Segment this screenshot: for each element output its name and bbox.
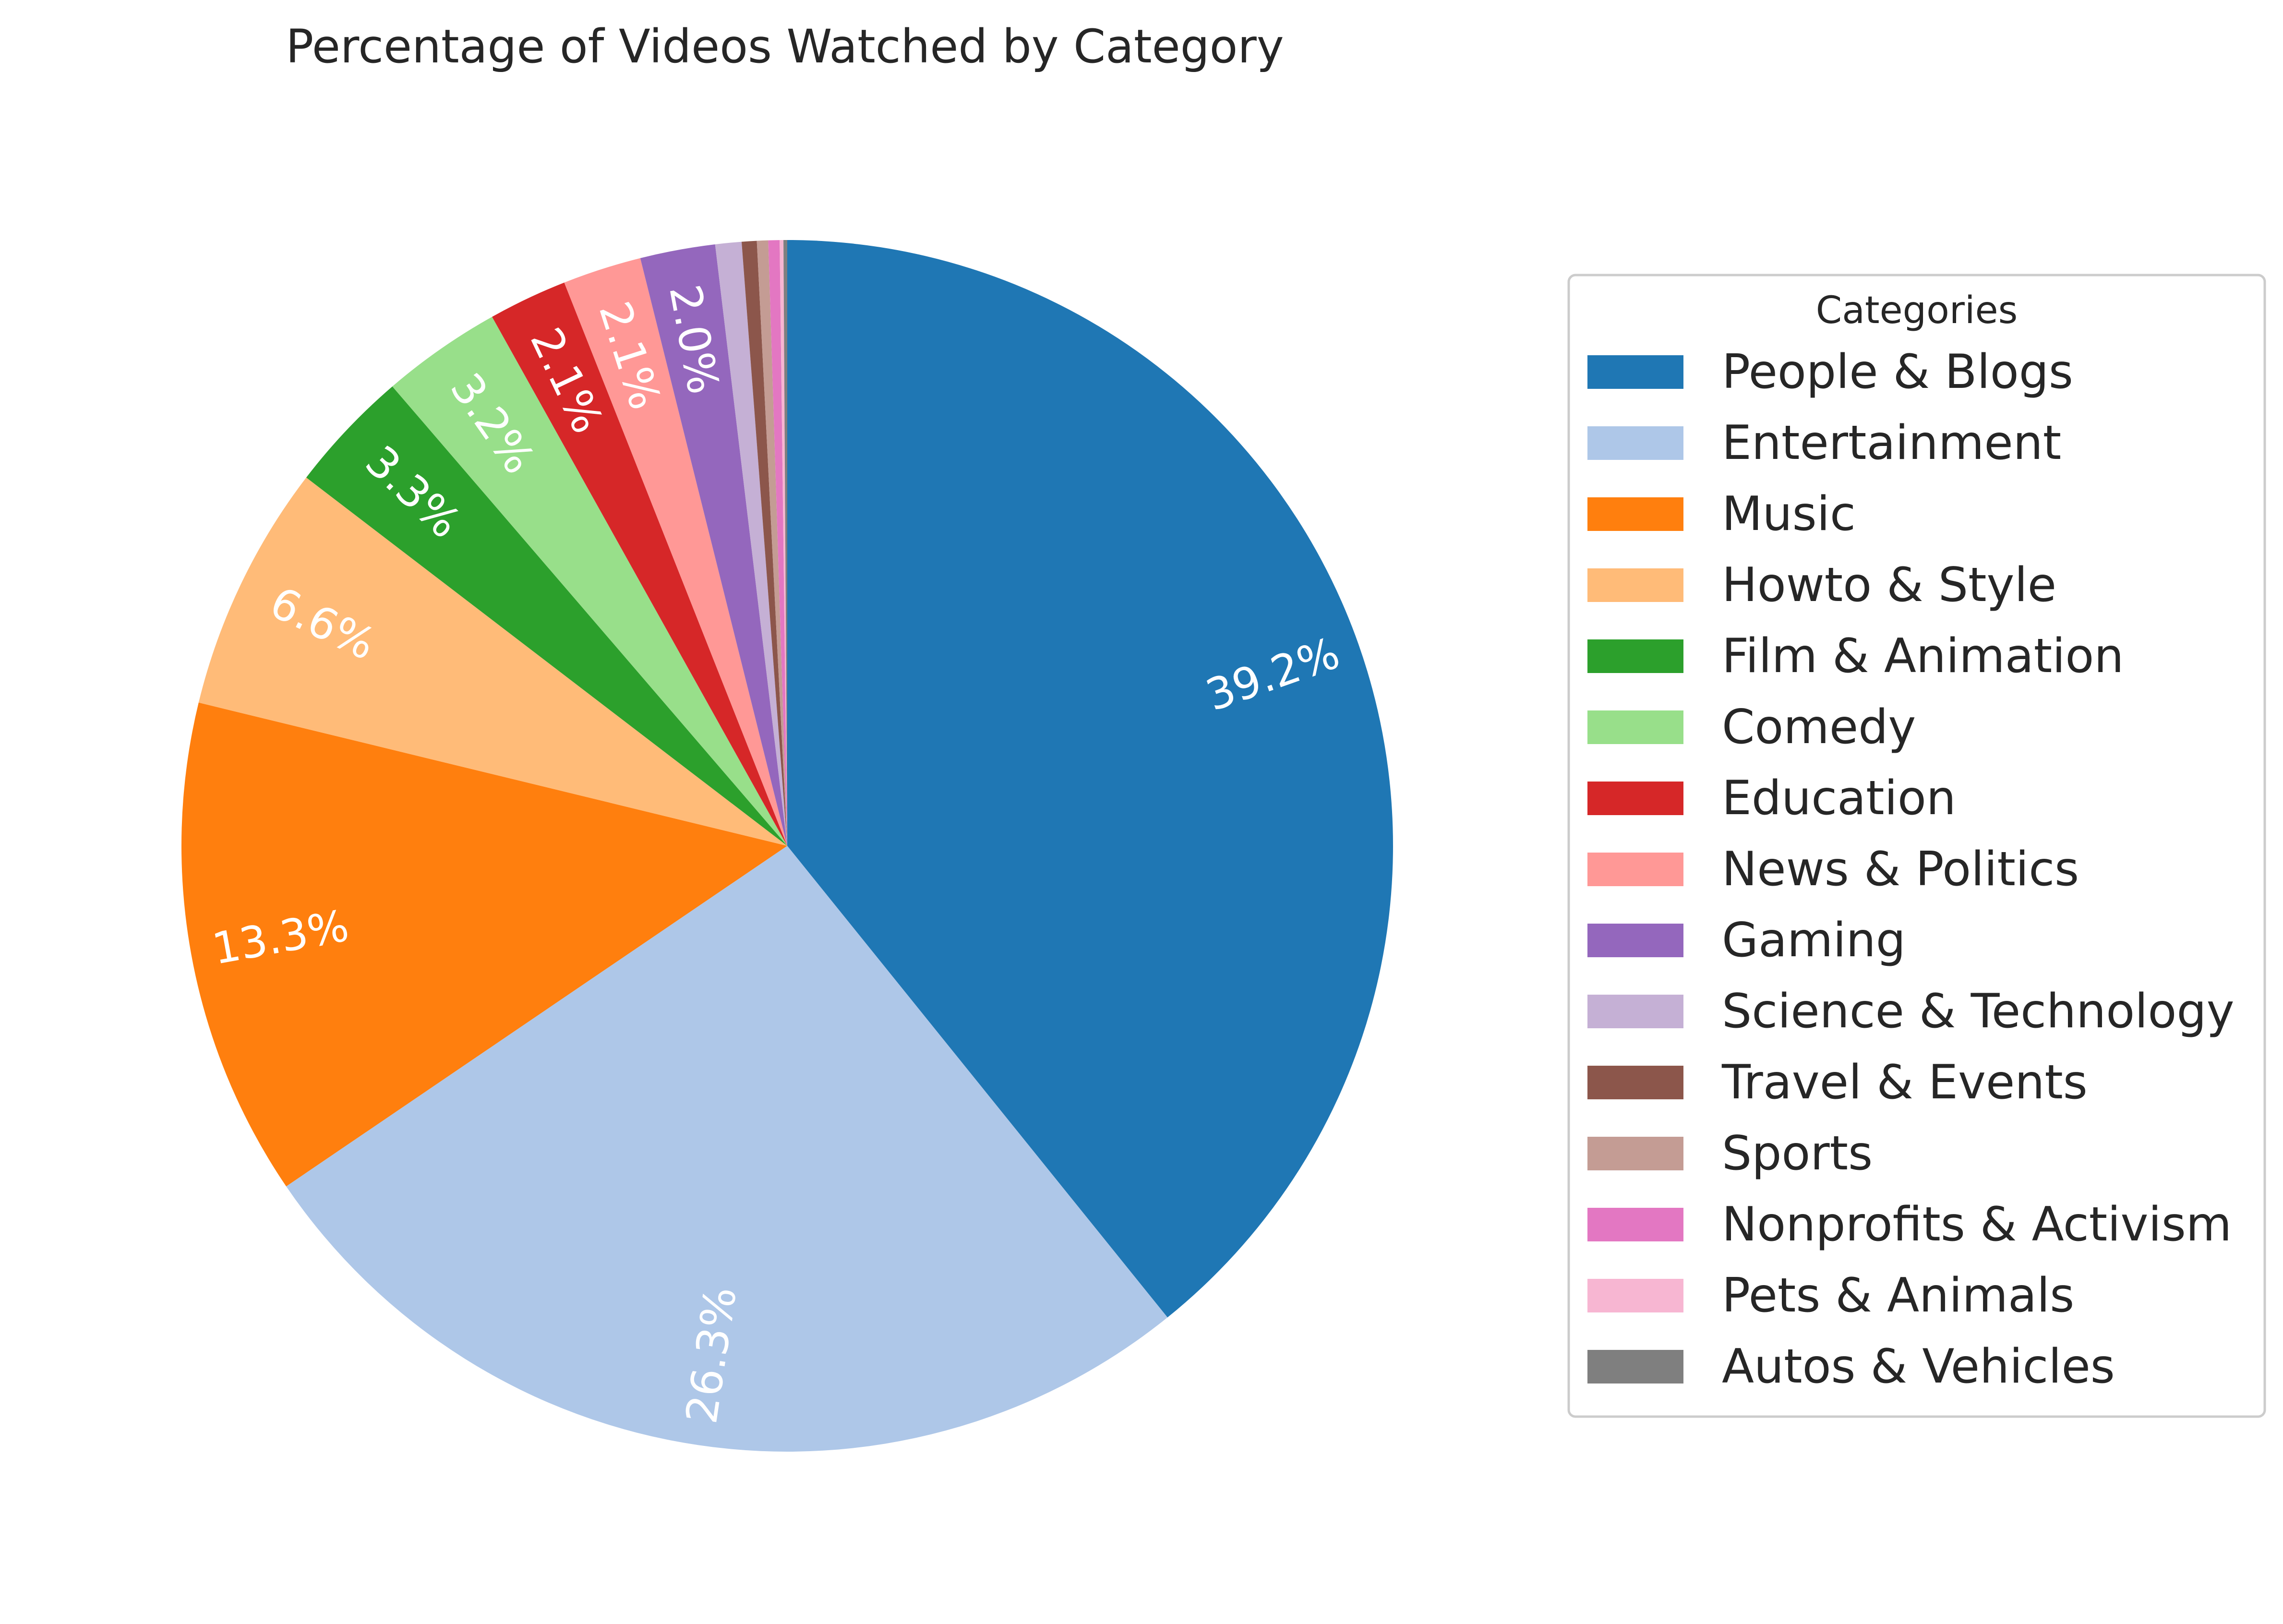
- legend-swatch-nonprofits-and-activism: [1587, 1208, 1683, 1241]
- pie-slice-gaming: [640, 244, 787, 846]
- legend-swatch-howto-and-style: [1587, 568, 1683, 602]
- pie-slice-comedy: [392, 316, 787, 846]
- legend-swatch-travel-and-events: [1587, 1066, 1683, 1099]
- legend-swatch-sports: [1587, 1137, 1683, 1170]
- pie-slice-film-and-animation: [306, 386, 787, 846]
- pie-slice-science-and-technology: [715, 241, 787, 846]
- pie-slice-nonprofits-and-activism: [768, 240, 787, 846]
- legend-label-comedy: Comedy: [1722, 700, 1916, 755]
- legend-label-autos-and-vehicles: Autos & Vehicles: [1722, 1339, 2115, 1394]
- legend-label-travel-and-events: Travel & Events: [1721, 1055, 2088, 1110]
- pie-slice-howto-and-style: [198, 477, 787, 846]
- legend-label-pets-and-animals: Pets & Animals: [1722, 1268, 2074, 1323]
- legend-swatch-gaming: [1587, 924, 1683, 957]
- legend-label-nonprofits-and-activism: Nonprofits & Activism: [1722, 1197, 2232, 1252]
- legend-swatch-film-and-animation: [1587, 639, 1683, 673]
- legend-swatch-autos-and-vehicles: [1587, 1350, 1683, 1383]
- pie-slice-travel-and-events: [741, 241, 787, 846]
- pie-slice-autos-and-vehicles: [783, 240, 787, 846]
- legend-label-education: Education: [1722, 771, 1956, 826]
- pie-slices: [181, 240, 1394, 1452]
- legend-swatch-news-and-politics: [1587, 853, 1683, 886]
- legend-swatch-people-and-blogs: [1587, 355, 1683, 389]
- legend-label-music: Music: [1722, 487, 1856, 541]
- pie-slice-pets-and-animals: [780, 240, 787, 846]
- legend-items: People & Blogs Entertainment Music Howto & …: [1587, 345, 2235, 1394]
- legend-label-news-and-politics: News & Politics: [1722, 842, 2079, 897]
- chart-title: Percentage of Videos Watched by Category: [286, 20, 1284, 73]
- pie-slice-news-and-politics: [564, 258, 787, 846]
- pie-slice-music: [181, 702, 787, 1187]
- legend-label-sports: Sports: [1722, 1126, 1873, 1181]
- legend-label-science-and-technology: Science & Technology: [1722, 984, 2235, 1039]
- legend-swatch-entertainment: [1587, 426, 1683, 460]
- legend-swatch-comedy: [1587, 710, 1683, 744]
- legend-swatch-science-and-technology: [1587, 995, 1683, 1028]
- legend-swatch-music: [1587, 497, 1683, 531]
- legend-label-howto-and-style: Howto & Style: [1722, 558, 2056, 613]
- legend-label-film-and-animation: Film & Animation: [1722, 629, 2124, 684]
- legend-title: Categories: [1816, 289, 2018, 332]
- pie-slice-education: [492, 282, 787, 846]
- pie-slice-sports: [757, 240, 787, 846]
- pie-slice-entertainment: [286, 846, 1168, 1452]
- legend-label-gaming: Gaming: [1722, 913, 1906, 968]
- pie-slice-people-and-blogs: [787, 240, 1394, 1318]
- legend: Categories People & Blogs Entertainment Mu…: [1567, 274, 2266, 1418]
- legend-frame: [1567, 274, 2266, 1418]
- legend-swatch-pets-and-animals: [1587, 1279, 1683, 1312]
- legend-label-entertainment: Entertainment: [1722, 416, 2061, 470]
- legend-swatch-education: [1587, 782, 1683, 815]
- legend-label-people-and-blogs: People & Blogs: [1722, 345, 2073, 399]
